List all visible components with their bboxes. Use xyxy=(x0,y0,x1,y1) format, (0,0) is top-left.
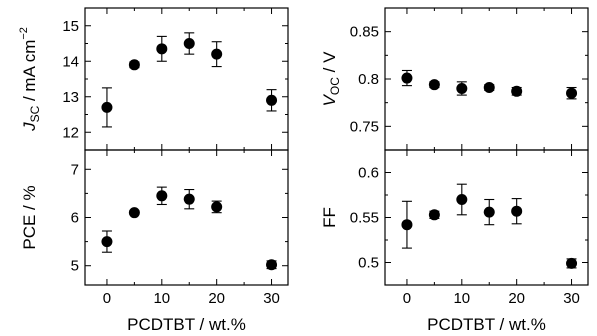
pce-point xyxy=(128,207,140,219)
jsc-point xyxy=(101,101,113,113)
panel-jsc: 12 13 14 15 JSC / mA cm−2 xyxy=(18,7,289,151)
panel-ff: 0.5 0.55 0.6 0 10 20 30 PCDTBT / wt.% FF xyxy=(320,149,589,334)
ff-point xyxy=(566,257,578,269)
voc-frame xyxy=(384,7,589,151)
pce-ylabel: PCE / % xyxy=(20,185,39,249)
ff-point xyxy=(456,194,468,205)
jsc-ytick-label: 14 xyxy=(62,53,79,70)
jsc-ylabel-symbol: J xyxy=(20,122,39,132)
jsc-ylabel-superscript: −2 xyxy=(18,27,30,40)
jsc-point xyxy=(183,38,195,49)
pce-xlabel: PCDTBT / wt.% xyxy=(127,315,246,334)
jsc-ylabel: JSC / mA cm−2 xyxy=(18,27,42,132)
ff-point xyxy=(428,209,440,221)
pce-point xyxy=(101,236,113,248)
panel-pce: 5 6 7 0 10 20 30 PCDTBT / wt.% PCE / % xyxy=(20,149,289,334)
pce-point xyxy=(183,193,195,205)
pce-xtick-label: 0 xyxy=(103,290,111,307)
pce-point xyxy=(211,201,223,213)
jsc-ytick-label: 13 xyxy=(62,89,79,106)
pce-point xyxy=(266,259,278,271)
ff-xtick-label: 10 xyxy=(453,290,470,307)
voc-ylabel-symbol: V xyxy=(320,93,339,106)
ff-ytick-label: 0.6 xyxy=(358,165,379,182)
ff-point xyxy=(483,206,495,218)
jsc-point xyxy=(211,48,223,60)
ff-point xyxy=(401,219,413,231)
pce-frame xyxy=(84,149,289,286)
ff-ytick-label: 0.55 xyxy=(350,210,379,227)
voc-ytick-label: 0.8 xyxy=(358,71,379,88)
jsc-point xyxy=(156,43,168,55)
jsc-ylabel-text: / mA cm xyxy=(20,40,39,106)
ff-xlabel: PCDTBT / wt.% xyxy=(427,315,546,334)
ff-xtick-label: 30 xyxy=(563,290,580,307)
jsc-point xyxy=(266,94,278,106)
voc-point xyxy=(456,82,468,94)
jsc-ytick-label: 15 xyxy=(62,18,79,35)
jsc-ylabel-subscript: SC xyxy=(28,105,42,122)
voc-ytick-label: 0.75 xyxy=(350,118,379,135)
pce-xtick-label: 10 xyxy=(153,290,170,307)
voc-point xyxy=(428,79,440,91)
jsc-ytick-label: 12 xyxy=(62,124,79,141)
ff-ylabel: FF xyxy=(320,207,339,228)
voc-ylabel-subscript: OC xyxy=(328,77,342,95)
voc-point xyxy=(483,82,495,94)
voc-ylabel: VOC / V xyxy=(320,51,342,107)
voc-point xyxy=(566,87,578,99)
pce-ytick-label: 7 xyxy=(71,161,79,178)
panel-voc: 0.75 0.8 0.85 VOC / V xyxy=(320,7,589,151)
jsc-frame xyxy=(84,7,289,151)
ff-ytick-label: 0.5 xyxy=(358,255,379,272)
voc-point xyxy=(511,85,523,97)
pce-ytick-label: 5 xyxy=(71,258,79,275)
voc-ylabel-text: / V xyxy=(320,51,339,77)
ff-xtick-label: 20 xyxy=(508,290,525,307)
pce-xtick-label: 30 xyxy=(263,290,280,307)
voc-ytick-label: 0.85 xyxy=(350,24,379,41)
pce-xtick-label: 20 xyxy=(208,290,225,307)
voc-point xyxy=(401,72,413,84)
ff-frame xyxy=(384,149,589,286)
pce-ytick-label: 6 xyxy=(71,210,79,227)
pce-point xyxy=(156,190,168,202)
ff-ylabel-text: FF xyxy=(320,207,339,228)
ff-xtick-label: 0 xyxy=(403,290,411,307)
jsc-point xyxy=(128,59,140,71)
ff-point xyxy=(511,205,523,217)
pce-ylabel-text: PCE / % xyxy=(20,185,39,249)
